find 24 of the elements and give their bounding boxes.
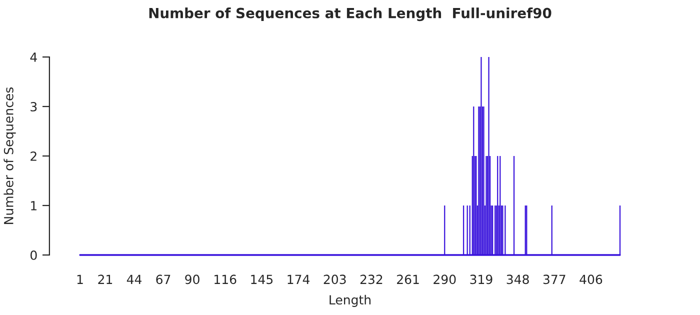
x-tick-label: 1 — [77, 274, 83, 284]
x-tick-label: 145 — [251, 274, 273, 284]
x-axis-title: Length — [330, 294, 370, 307]
x-tick-label: 377 — [543, 274, 566, 284]
x-tick-label: 21 — [98, 274, 112, 284]
y-tick-label: 1 — [31, 201, 36, 210]
chart-title: Number of Sequences at Each Length Full-uniref90 — [149, 8, 552, 22]
x-tick-label: 348 — [506, 274, 529, 284]
y-axis-title: Number of Sequences — [4, 87, 16, 224]
x-tick-label: 290 — [434, 274, 456, 284]
y-tick-label: 3 — [30, 102, 37, 112]
x-tick-label: 203 — [324, 274, 346, 284]
x-tick-label: 232 — [360, 274, 382, 284]
y-tick-label: 0 — [30, 250, 37, 260]
x-tick-label: 174 — [288, 274, 310, 284]
y-tick-label: 2 — [30, 151, 36, 161]
y-tick-label: 4 — [30, 52, 37, 62]
x-tick-label: 261 — [397, 274, 419, 284]
x-tick-label: 406 — [580, 274, 602, 284]
x-tick-label: 67 — [156, 274, 170, 284]
x-tick-label: 116 — [214, 274, 236, 284]
x-tick-label: 90 — [185, 274, 200, 284]
x-tick-label: 44 — [126, 274, 142, 284]
x-tick-label: 319 — [470, 274, 492, 284]
